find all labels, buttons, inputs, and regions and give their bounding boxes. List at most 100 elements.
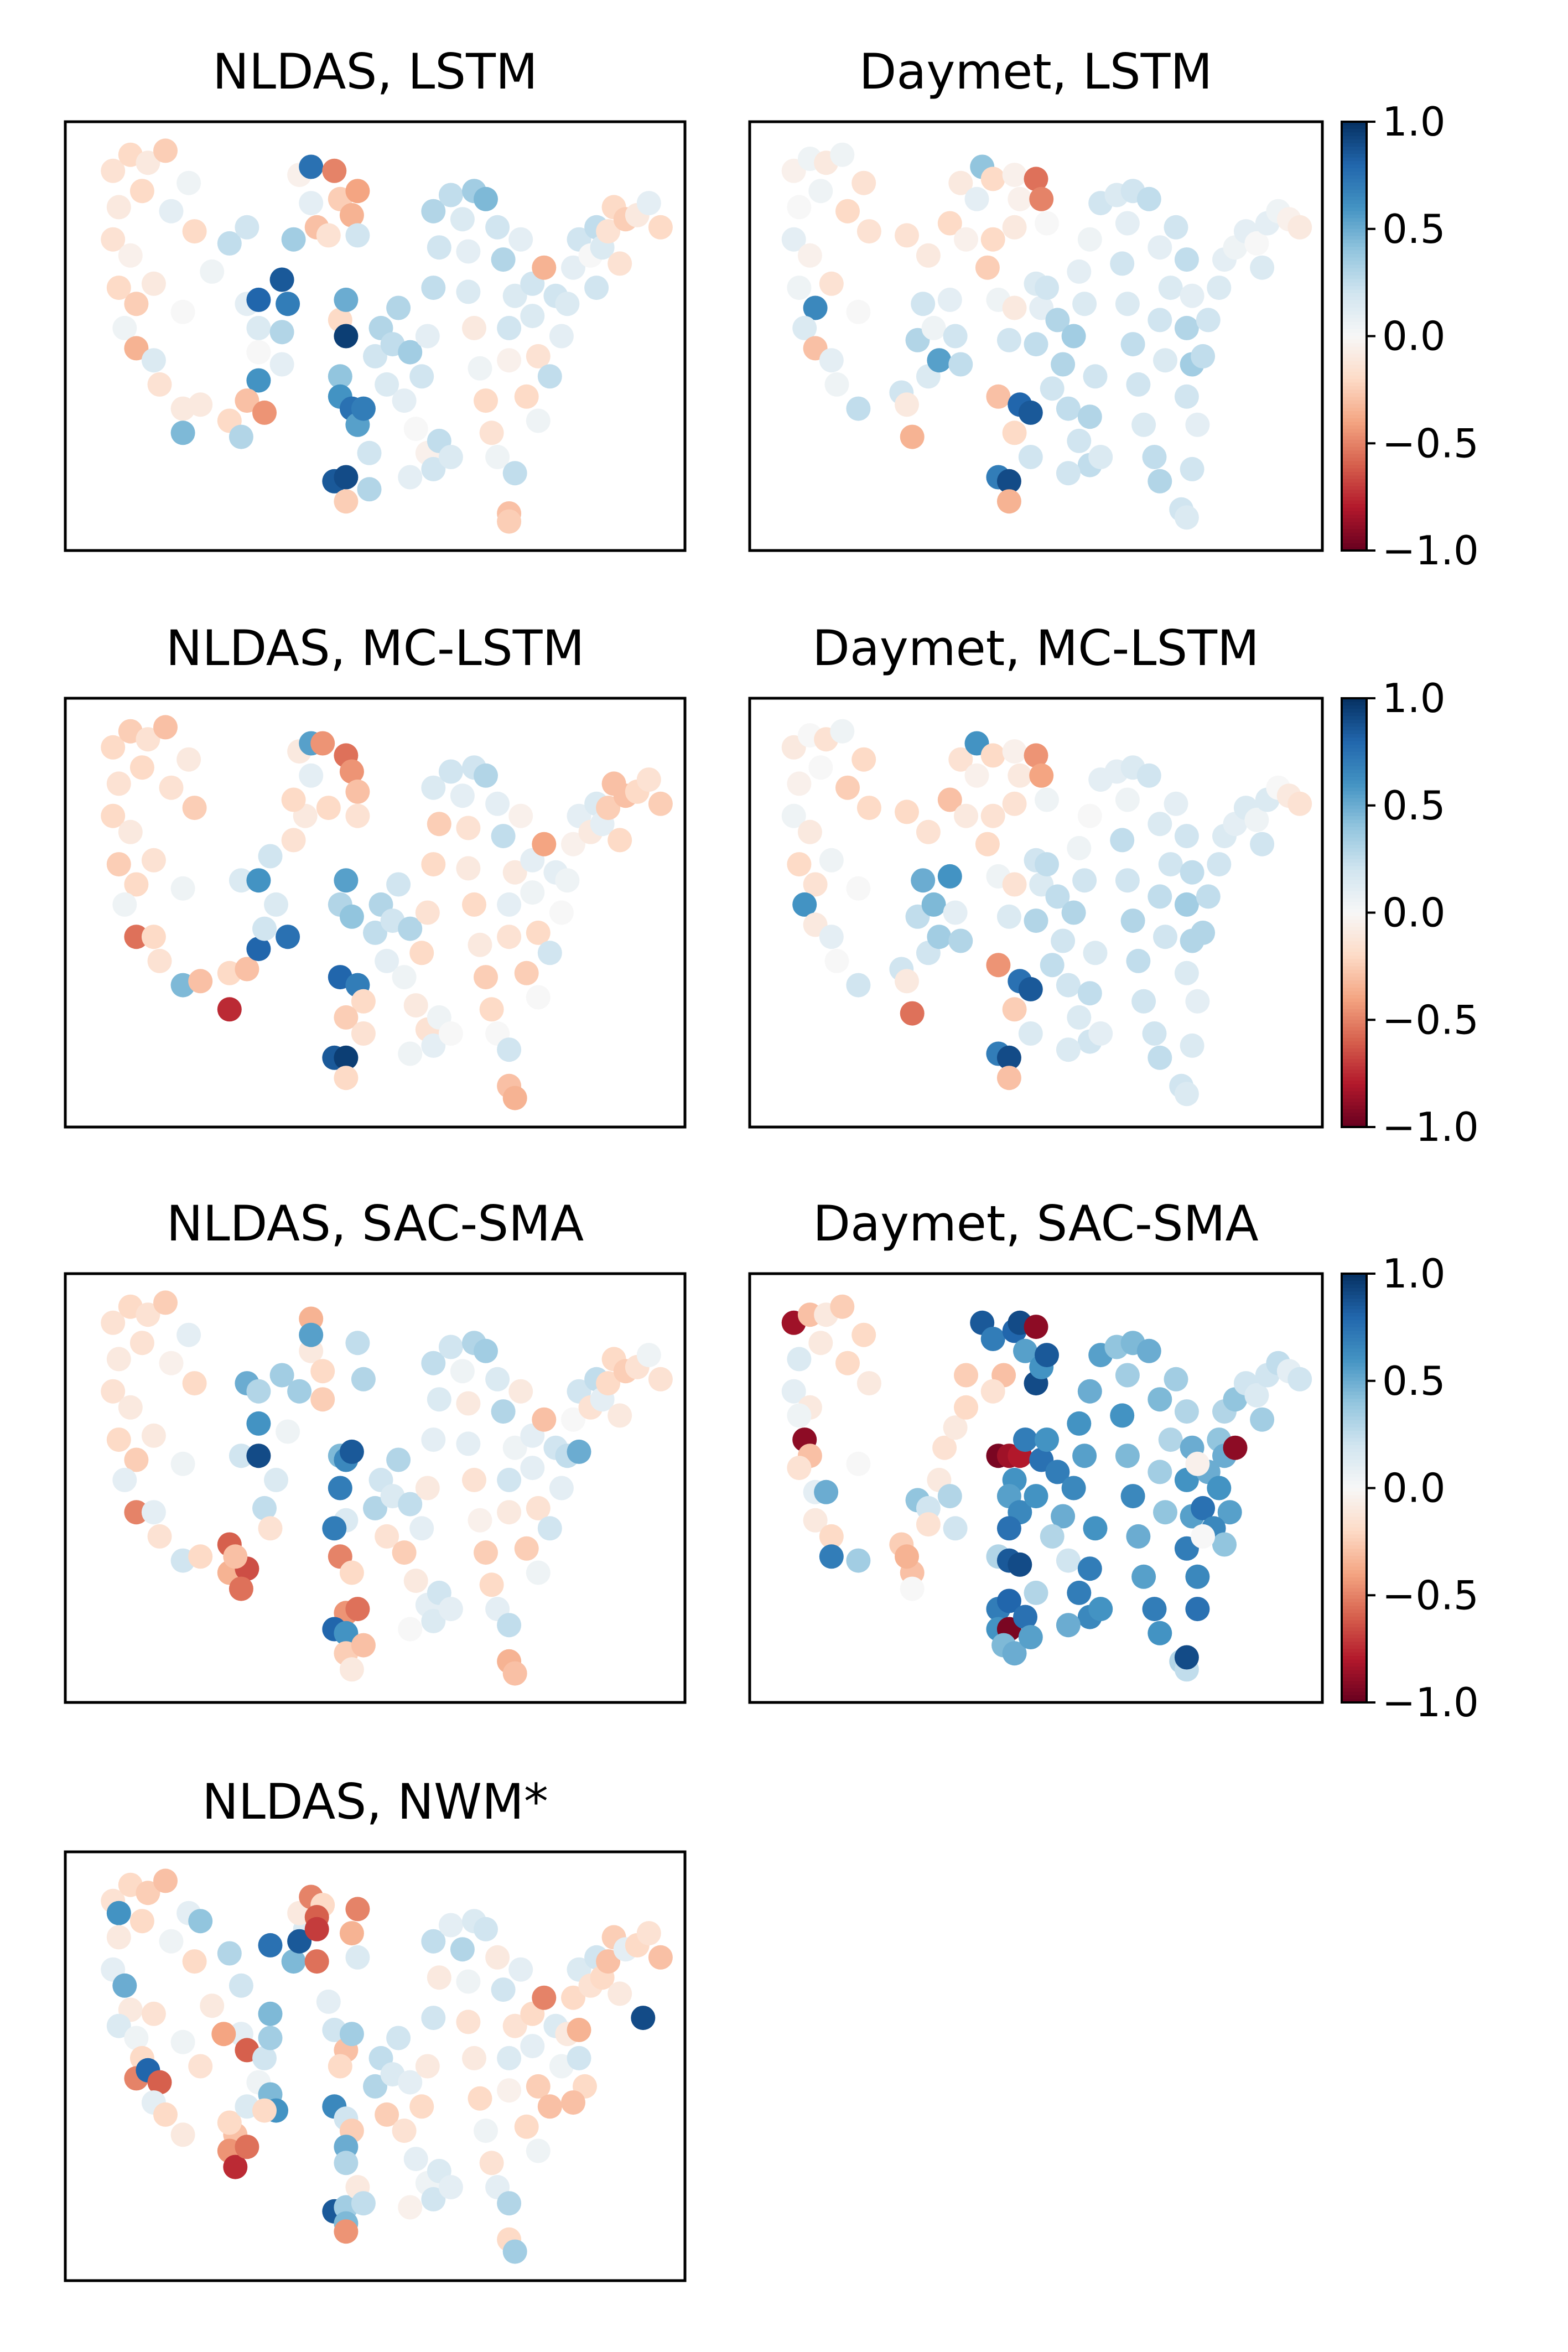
scatter-point <box>948 928 973 953</box>
scatter-point <box>264 1467 288 1492</box>
scatter-point <box>345 1945 370 1970</box>
colorbar-segment <box>1342 1384 1367 1389</box>
colorbar-segment <box>1342 1348 1367 1353</box>
colorbar-segment <box>1342 1356 1367 1360</box>
scatter-point <box>392 1540 417 1565</box>
colorbar-segment <box>1342 196 1367 201</box>
scatter-point <box>182 1949 207 1974</box>
colorbar-segment <box>1342 1448 1367 1453</box>
colorbar-segment <box>1342 844 1367 849</box>
colorbar-segment <box>1342 432 1367 437</box>
scatter-point <box>1158 276 1183 300</box>
scatter-point <box>106 1901 131 1925</box>
colorbar-tick-label: −1.0 <box>1382 1679 1479 1726</box>
scatter-point <box>147 948 172 973</box>
colorbar-segment <box>1342 834 1367 838</box>
scatter-point <box>339 1439 364 1464</box>
scatter-point <box>334 1621 359 1645</box>
scatter-point <box>1142 445 1167 469</box>
scatter-point <box>438 1597 463 1622</box>
scatter-point <box>281 1949 306 1974</box>
scatter-point <box>328 1476 352 1500</box>
scatter-point <box>803 295 828 320</box>
colorbar-segment <box>1342 809 1367 813</box>
scatter-point <box>608 1403 632 1428</box>
scatter-point <box>1191 344 1216 368</box>
colorbar-segment <box>1342 927 1367 931</box>
scatter-point <box>921 892 946 917</box>
scatter-point <box>246 1444 271 1468</box>
scatter-point <box>948 352 973 377</box>
colorbar-segment <box>1342 429 1367 433</box>
scatter-point <box>118 243 143 268</box>
colorbar-segment <box>1342 1073 1367 1078</box>
scatter-point <box>814 1479 839 1504</box>
colorbar-segment <box>1342 536 1367 541</box>
scatter-point <box>532 255 557 280</box>
scatter-point <box>438 1021 463 1046</box>
scatter-point <box>608 828 632 853</box>
colorbar-segment <box>1342 1316 1367 1321</box>
scatter-point <box>852 170 876 195</box>
scatter-point <box>246 368 271 393</box>
scatter-point <box>1056 1037 1081 1062</box>
colorbar-segment <box>1342 1013 1367 1017</box>
colorbar-segment <box>1342 798 1367 802</box>
scatter-point <box>537 364 562 389</box>
panel-nldas-sac-sma: NLDAS, SAC-SMA <box>64 1195 687 1704</box>
colorbar-segment <box>1342 307 1367 311</box>
colorbar-segment <box>1342 529 1367 533</box>
colorbar-segment <box>1342 436 1367 440</box>
scatter-point <box>964 186 989 211</box>
colorbar-segment <box>1342 969 1367 974</box>
colorbar-segment <box>1342 1638 1367 1642</box>
scatter-point <box>927 348 952 373</box>
colorbar-segment <box>1342 1663 1367 1668</box>
scatter-point <box>1148 1045 1172 1070</box>
colorbar-segment <box>1342 1434 1367 1439</box>
scatter-point <box>217 997 242 1022</box>
scatter-point <box>636 191 661 216</box>
scatter-point <box>502 2239 527 2264</box>
colorbar-segment <box>1342 225 1367 230</box>
colorbar-segment <box>1342 1087 1367 1092</box>
scatter-point <box>375 1524 399 1549</box>
scatter-point <box>526 1560 551 1585</box>
scatter-point <box>648 215 673 240</box>
scatter-point <box>101 803 126 828</box>
scatter-point <box>474 2119 498 2143</box>
colorbar-segment <box>1342 1484 1367 1489</box>
scatter-point <box>1067 1411 1092 1436</box>
scatter-point <box>900 1001 925 1026</box>
panel-title: NLDAS, MC-LSTM <box>166 620 585 677</box>
scatter-point <box>398 1492 423 1517</box>
scatter-point <box>561 2090 585 2115</box>
colorbar-segment <box>1342 375 1367 380</box>
scatter-point <box>468 932 492 957</box>
colorbar-segment <box>1342 848 1367 853</box>
scatter-point <box>943 1415 968 1440</box>
colorbar-segment <box>1342 486 1367 490</box>
colorbar-tick-label: −0.5 <box>1382 1572 1479 1618</box>
colorbar-segment <box>1342 905 1367 910</box>
scatter-point <box>118 819 143 844</box>
scatter-point <box>1110 1403 1135 1428</box>
colorbar-segment <box>1342 289 1367 294</box>
colorbar-segment <box>1342 168 1367 173</box>
scatter-point <box>986 953 1011 978</box>
colorbar-segment <box>1342 1456 1367 1460</box>
scatter-point <box>456 856 481 881</box>
scatter-point <box>474 1338 498 1363</box>
scatter-point <box>345 1331 370 1356</box>
scatter-point <box>258 1933 283 1958</box>
colorbar-segment <box>1342 279 1367 283</box>
colorbar-segment <box>1342 207 1367 212</box>
colorbar-segment <box>1342 1366 1367 1370</box>
colorbar-segment <box>1342 1102 1367 1106</box>
scatter-point <box>258 2001 283 2026</box>
colorbar-segment <box>1342 1524 1367 1528</box>
panel-nldas-mc-lstm: NLDAS, MC-LSTM <box>64 620 687 1129</box>
colorbar-segment <box>1342 816 1367 821</box>
scatter-point <box>1002 791 1027 816</box>
scatter-point <box>334 868 359 893</box>
